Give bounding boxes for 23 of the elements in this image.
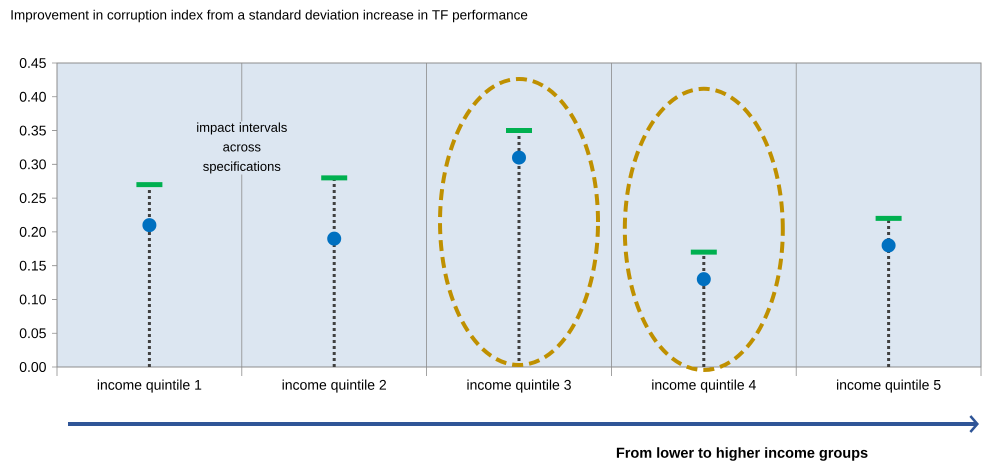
y-tick-label: 0.40 — [20, 92, 46, 102]
annotation: impact intervals across specifications — [197, 122, 287, 174]
y-tick-label: 0.25 — [20, 193, 46, 204]
y-tick-label: 0.15 — [20, 260, 46, 271]
point — [327, 232, 342, 246]
y-tick-label: 0.20 — [20, 226, 46, 237]
x-tick-label: income quintile 4 — [652, 380, 756, 393]
point — [696, 272, 711, 286]
y-tick-label: 0.10 — [20, 294, 46, 304]
y-tick-label: 0.05 — [20, 328, 46, 338]
y-tick-label: 0.30 — [20, 159, 46, 170]
y-tick-label: 0.45 — [20, 58, 46, 68]
point — [882, 238, 896, 252]
point — [142, 218, 156, 232]
point — [512, 150, 526, 165]
chart-title: Improvement in corruption index from a standard deviation increase in TF performance — [11, 10, 528, 22]
y-tick-label: 0.00 — [20, 362, 46, 372]
x-axis-title: From lower to higher income groups — [616, 447, 868, 461]
x-tick-label: income quintile 2 — [282, 380, 386, 393]
y-tick-label: 0.35 — [20, 126, 46, 136]
x-tick-label: income quintile 3 — [467, 380, 571, 393]
x-tick-label: income quintile 1 — [98, 380, 202, 393]
x-tick-label: income quintile 5 — [837, 380, 941, 393]
